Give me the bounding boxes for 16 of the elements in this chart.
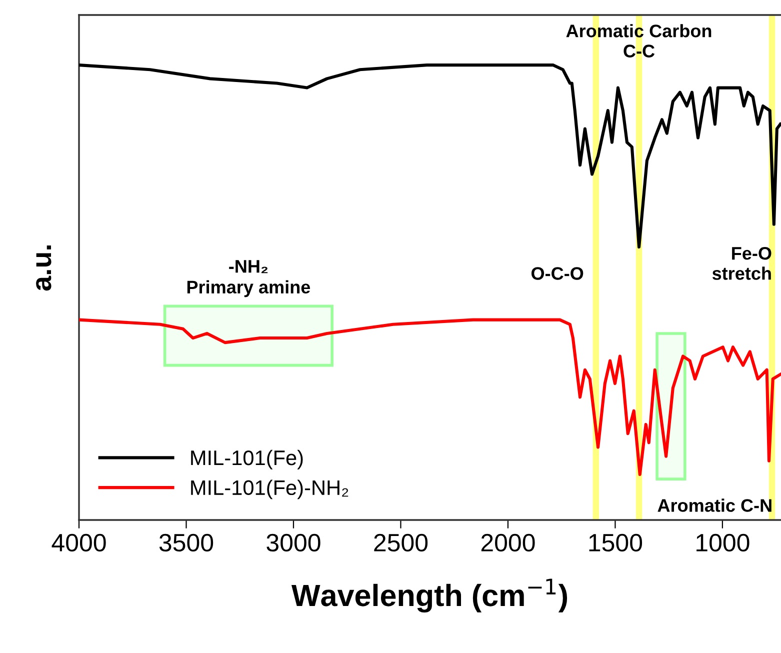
y-axis-title: a.u.	[36, 245, 52, 291]
x-tick-label: 4000	[52, 534, 106, 552]
x-tick-label: 2000	[481, 534, 535, 552]
ref-line-label: O-C-O	[531, 267, 584, 280]
ref-line-label: Fe-O stretch	[712, 246, 772, 280]
x-tick-label: 2500	[374, 534, 428, 552]
x-tick-label: 3000	[266, 534, 320, 552]
x-tick-label: 3500	[159, 534, 214, 552]
ref-line-label: Aromatic Carbon C-C	[566, 24, 712, 58]
legend-label: MIL-101(Fe)	[191, 450, 303, 470]
x-tick-label: 1500	[589, 534, 642, 552]
x-axis-title: Wavelength (cm$^{−1}$)	[291, 578, 568, 612]
band-label: -NH₂ Primary amine	[187, 260, 310, 298]
legend-label: MIL-101(Fe)-NH₂	[191, 480, 348, 500]
band-label: Aromatic C-N	[658, 498, 772, 512]
x-tick-label: 1000	[696, 534, 750, 552]
